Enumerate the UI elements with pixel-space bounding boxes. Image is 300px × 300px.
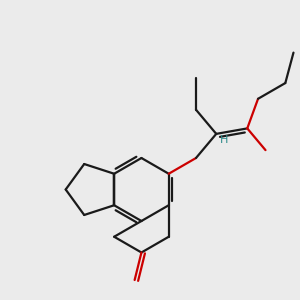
Text: H: H (220, 136, 228, 146)
